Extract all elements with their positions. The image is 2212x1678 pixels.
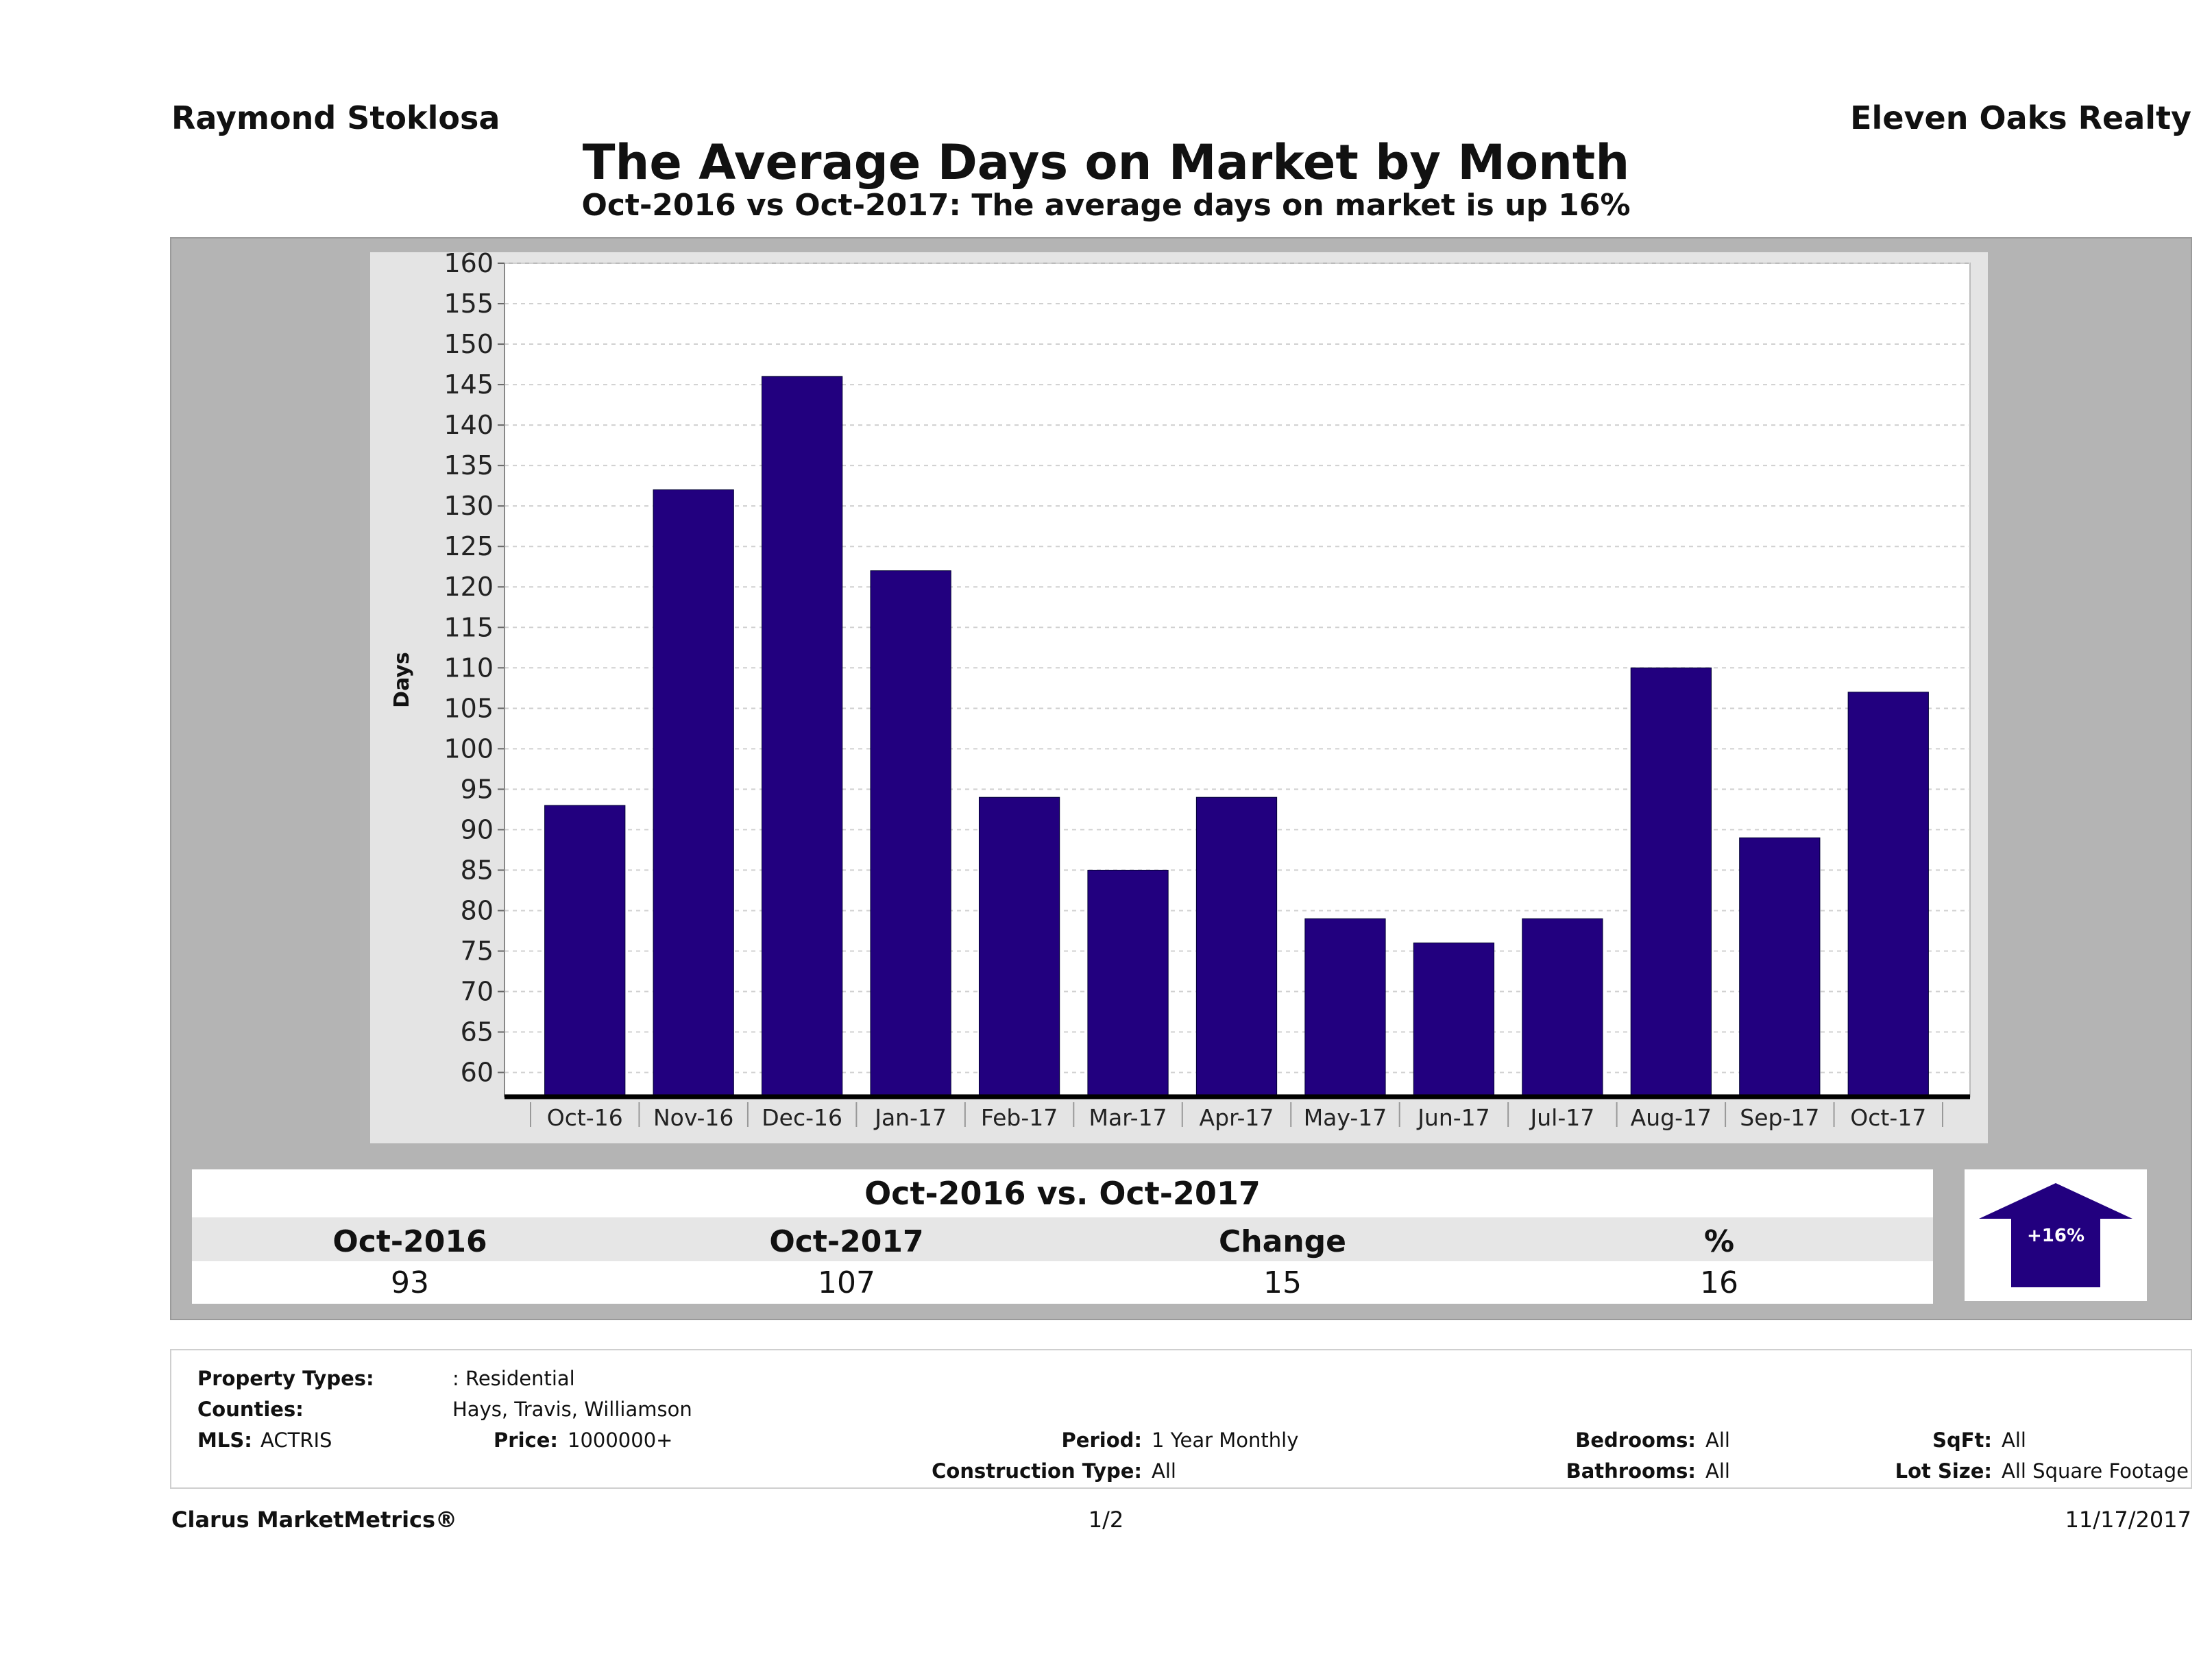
- chart-subtitle: Oct-2016 vs Oct-2017: The average days o…: [581, 188, 1631, 223]
- summary-header-oct-2016: Oct-2016: [332, 1224, 487, 1259]
- bar-dec-16: [762, 376, 843, 1097]
- y-tick-label: 65: [461, 1017, 494, 1047]
- y-tick-label: 95: [461, 774, 494, 804]
- x-tick-label: May-17: [1304, 1104, 1387, 1131]
- bar-jan-17: [870, 570, 951, 1097]
- chart-area: 60 65 70 75 80 85 90 95 100 105 110 115 120 125 130 135…: [370, 252, 1988, 1143]
- company-name: Eleven Oaks Realty: [1850, 99, 2191, 136]
- bedrooms-label: Bedrooms:: [1575, 1428, 1696, 1452]
- criteria-box: Property Types: : Residential Counties: …: [170, 1349, 2192, 1489]
- bar-sep-17: [1739, 837, 1821, 1097]
- bathrooms-label: Bathrooms:: [1566, 1459, 1696, 1483]
- x-tick-label: Jan-17: [873, 1104, 947, 1131]
- x-tick-label: Sep-17: [1740, 1104, 1819, 1131]
- bedrooms-value: All: [1705, 1428, 1730, 1452]
- bar-feb-17: [978, 797, 1060, 1097]
- summary-header-oct-2017: Oct-2017: [769, 1224, 924, 1259]
- x-tick-label: Aug-17: [1631, 1104, 1712, 1131]
- bathrooms-value: All: [1705, 1459, 1730, 1483]
- x-tick-label: Apr-17: [1200, 1104, 1274, 1131]
- lot-size-label: Lot Size:: [1895, 1459, 1992, 1483]
- lot-size-value: All Square Footage: [2002, 1459, 2189, 1483]
- x-tick-label: Jul-17: [1529, 1104, 1595, 1131]
- summary-value-change: 15: [1263, 1265, 1302, 1300]
- summary-table: Oct-2016 vs. Oct-2017 Oct-2016 Oct-2017 …: [192, 1169, 1933, 1304]
- counties-value: Hays, Travis, Williamson: [452, 1398, 692, 1421]
- bar-jun-17: [1413, 943, 1495, 1097]
- summary-header-change: Change: [1219, 1224, 1346, 1259]
- footer-date: 11/17/2017: [2065, 1507, 2191, 1533]
- bar-aug-17: [1630, 667, 1712, 1097]
- y-tick-label: 120: [443, 572, 494, 602]
- summary-value-oct-2016: 93: [391, 1265, 429, 1300]
- y-tick-label: 90: [461, 814, 494, 844]
- y-tick-label: 160: [443, 252, 494, 278]
- bar-oct-16: [544, 805, 626, 1097]
- change-badge-label: +16%: [2026, 1226, 2085, 1246]
- up-arrow-icon: [1979, 1183, 2132, 1287]
- y-tick-label: 145: [443, 369, 494, 400]
- y-tick-label: 150: [443, 329, 494, 359]
- footer-brand: Clarus MarketMetrics®: [171, 1507, 458, 1533]
- chart-title: The Average Days on Market by Month: [582, 134, 1630, 191]
- x-tick-label: Mar-17: [1089, 1104, 1167, 1131]
- construction-type-value: All: [1152, 1459, 1176, 1483]
- period-value: 1 Year Monthly: [1152, 1428, 1299, 1452]
- mls-value: ACTRIS: [260, 1428, 332, 1452]
- price-value: 1000000+: [568, 1428, 673, 1452]
- price-label: Price:: [494, 1428, 558, 1452]
- change-badge: +16%: [1965, 1169, 2147, 1301]
- y-tick-label: 115: [443, 612, 494, 642]
- x-tick-label: Feb-17: [981, 1104, 1058, 1131]
- property-types-label: Property Types:: [197, 1367, 374, 1390]
- x-tick-label: Nov-16: [653, 1104, 733, 1131]
- x-tick-label: Dec-16: [762, 1104, 842, 1131]
- y-tick-label: 140: [443, 410, 494, 440]
- bar-may-17: [1304, 918, 1386, 1097]
- y-axis-label: Days: [390, 652, 414, 708]
- summary-value-percent: 16: [1700, 1265, 1738, 1300]
- bar-apr-17: [1195, 797, 1278, 1097]
- summary-title-row: Oct-2016 vs. Oct-2017: [192, 1169, 1933, 1217]
- mls-label: MLS:: [197, 1428, 252, 1452]
- y-tick-label: 80: [461, 895, 494, 925]
- y-tick-label: 135: [443, 450, 494, 481]
- y-tick-label: 60: [461, 1058, 494, 1088]
- x-tick-label: Jun-17: [1416, 1104, 1490, 1131]
- y-tick-label: 130: [443, 491, 494, 521]
- y-tick-label: 75: [461, 936, 494, 966]
- y-tick-label: 85: [461, 855, 494, 885]
- summary-header-percent: %: [1703, 1224, 1735, 1259]
- x-tick-label: Oct-17: [1850, 1104, 1926, 1131]
- agent-name: Raymond Stoklosa: [171, 99, 500, 136]
- x-tick-label: Oct-16: [547, 1104, 623, 1131]
- y-tick-label: 110: [443, 653, 494, 683]
- construction-type-label: Construction Type:: [932, 1459, 1142, 1483]
- bar-oct-17: [1847, 692, 1929, 1097]
- period-label: Period:: [1061, 1428, 1142, 1452]
- y-tick-label: 125: [443, 531, 494, 561]
- y-tick-label: 155: [443, 289, 494, 319]
- summary-header-row: Oct-2016 Oct-2017 Change %: [192, 1217, 1933, 1261]
- summary-value-oct-2017: 107: [818, 1265, 875, 1300]
- summary-title: Oct-2016 vs. Oct-2017: [864, 1175, 1261, 1212]
- y-tick-label: 105: [443, 693, 494, 723]
- sqft-value: All: [2002, 1428, 2026, 1452]
- sqft-label: SqFt:: [1932, 1428, 1992, 1452]
- counties-label: Counties:: [197, 1398, 304, 1421]
- bar-nov-16: [653, 489, 734, 1097]
- summary-value-row: 93 107 15 16: [192, 1261, 1933, 1304]
- bar-mar-17: [1087, 869, 1169, 1097]
- bar-jul-17: [1522, 918, 1603, 1097]
- property-types-value: : Residential: [452, 1367, 575, 1390]
- y-tick-label: 100: [443, 733, 494, 764]
- bar-chart: 60 65 70 75 80 85 90 95 100 105 110 115 120 125 130 135…: [390, 252, 1971, 1131]
- footer-page-number: 1/2: [1088, 1507, 1124, 1533]
- y-tick-label: 70: [461, 977, 494, 1007]
